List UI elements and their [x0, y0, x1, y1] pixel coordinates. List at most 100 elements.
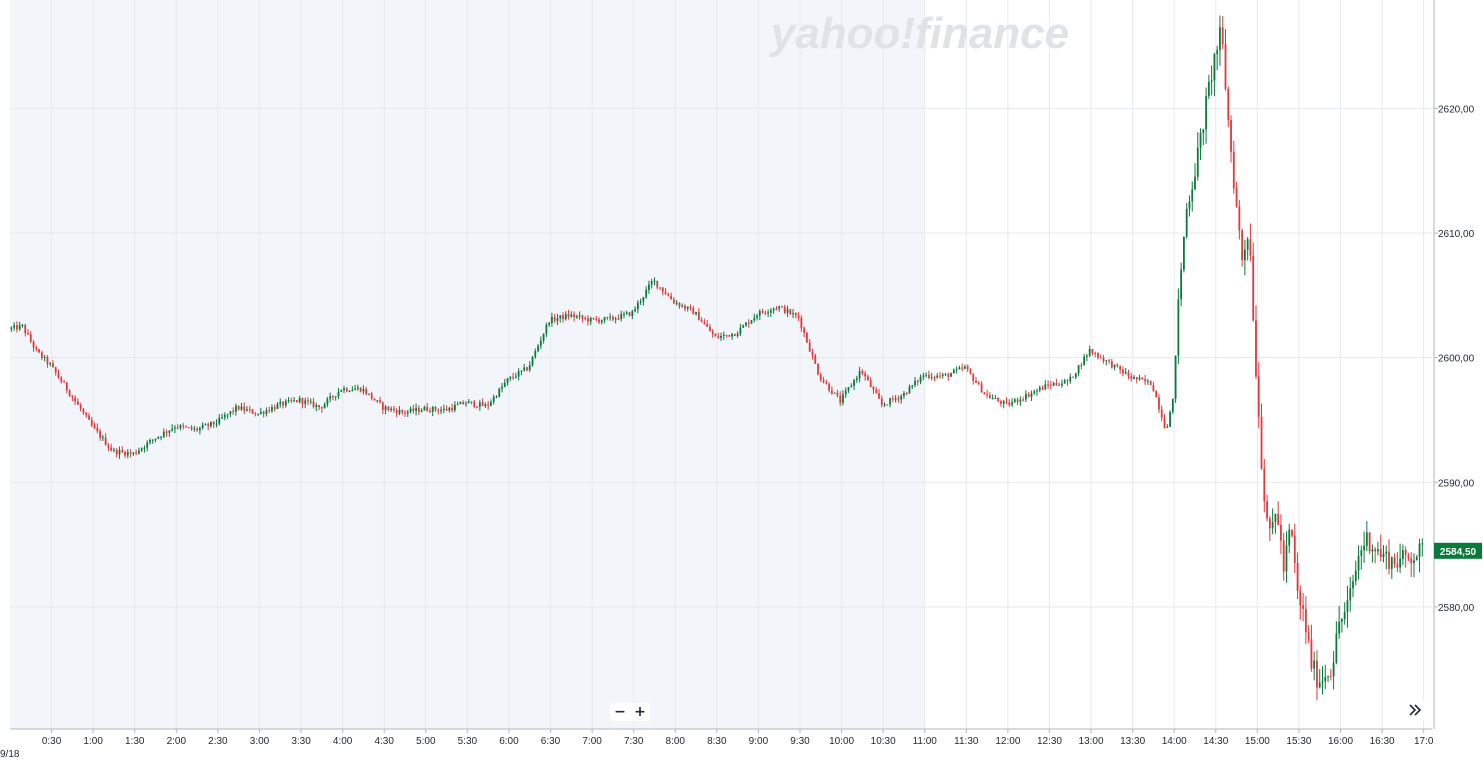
candle: [722, 331, 725, 340]
candle: [40, 350, 43, 361]
candle: [611, 315, 614, 322]
candle: [991, 394, 994, 400]
candle: [1296, 552, 1299, 599]
candle: [822, 376, 825, 384]
candle: [295, 399, 298, 403]
candle: [79, 402, 82, 412]
candle: [553, 313, 556, 323]
candle: [750, 319, 753, 324]
candle: [603, 316, 606, 324]
candle: [797, 312, 800, 322]
candle: [1329, 668, 1332, 681]
candle: [223, 412, 226, 421]
candle: [193, 425, 196, 432]
candle: [542, 333, 545, 344]
candle: [736, 331, 739, 338]
candle: [1285, 531, 1288, 583]
candle: [894, 395, 897, 403]
candle: [850, 383, 853, 388]
candle: [1199, 128, 1202, 161]
x-tick-label: 9:30: [790, 736, 810, 747]
candle: [210, 421, 212, 428]
candle: [1374, 546, 1377, 564]
candle: [1091, 348, 1094, 356]
candle: [1158, 394, 1160, 414]
candle: [431, 406, 434, 417]
candle: [1360, 545, 1363, 570]
candle: [1016, 397, 1019, 406]
candle: [830, 386, 833, 395]
candle: [1393, 553, 1396, 568]
candle: [71, 394, 74, 402]
candle: [187, 427, 190, 429]
zoom-out-button[interactable]: −: [614, 704, 626, 720]
candle: [1196, 132, 1199, 181]
scroll-to-latest-button[interactable]: [1403, 700, 1427, 720]
candle: [57, 369, 60, 379]
candle: [908, 384, 911, 394]
candle: [1268, 515, 1271, 542]
candle: [406, 410, 409, 417]
candle: [370, 391, 373, 401]
candle: [24, 323, 27, 337]
candle: [562, 312, 564, 323]
candle: [1160, 405, 1163, 422]
candle: [767, 309, 770, 318]
candle: [1291, 529, 1293, 538]
candle: [1363, 531, 1365, 563]
candle: [354, 384, 357, 391]
candle: [1069, 373, 1072, 384]
candle: [1135, 376, 1138, 384]
candle: [1011, 398, 1013, 408]
candle: [1110, 358, 1113, 369]
candle: [595, 315, 598, 322]
candle: [1241, 228, 1244, 267]
candle: [545, 322, 548, 338]
candle: [1338, 605, 1341, 639]
candle: [1149, 380, 1152, 386]
candle: [1061, 379, 1063, 388]
candle: [171, 424, 174, 432]
candle: [1280, 514, 1282, 555]
candle: [517, 368, 520, 381]
zoom-in-button[interactable]: +: [634, 704, 646, 720]
candle: [149, 438, 151, 445]
candle: [287, 397, 290, 404]
candle: [1368, 532, 1371, 555]
candle: [648, 280, 650, 294]
candle: [1074, 372, 1077, 380]
candle: [606, 316, 609, 321]
candle: [1155, 390, 1158, 398]
candle: [578, 311, 581, 320]
candle: [1243, 239, 1246, 276]
candle: [1191, 181, 1194, 212]
candle: [1174, 355, 1177, 403]
candle: [952, 368, 955, 374]
candle: [74, 395, 77, 406]
candle: [672, 297, 675, 305]
candle: [1055, 378, 1058, 386]
candle: [828, 382, 831, 393]
candle: [609, 313, 612, 321]
candle: [1094, 351, 1097, 358]
candle: [994, 395, 997, 400]
candle: [221, 413, 223, 420]
candle: [1341, 618, 1343, 633]
candle: [803, 326, 806, 338]
candle: [717, 332, 720, 339]
candle: [988, 392, 991, 399]
candle: [1238, 199, 1241, 240]
candle: [631, 309, 634, 320]
candle: [855, 375, 858, 383]
candle: [925, 372, 928, 378]
x-tick-label: 6:30: [541, 736, 561, 747]
candle: [381, 401, 384, 415]
candle: [1152, 381, 1155, 392]
candle: [104, 433, 107, 446]
candle: [739, 323, 742, 337]
candle: [939, 371, 941, 379]
candle: [839, 391, 842, 407]
candle: [293, 396, 296, 403]
candle: [977, 380, 980, 386]
